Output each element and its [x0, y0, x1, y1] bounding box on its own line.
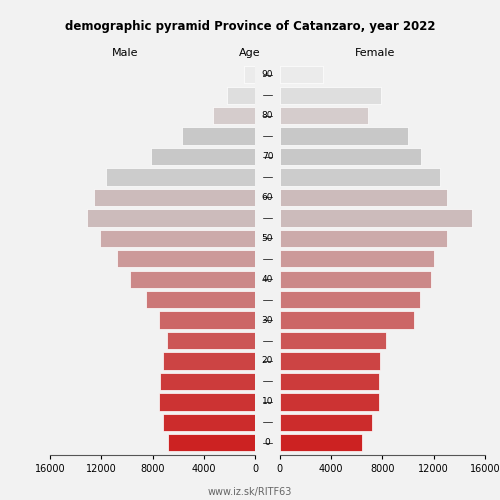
Bar	[280, 148, 421, 165]
Bar	[280, 66, 324, 84]
Bar	[280, 414, 372, 431]
Bar	[182, 128, 255, 145]
Text: 20: 20	[262, 356, 273, 366]
Bar	[280, 332, 386, 349]
Text: 30: 30	[262, 316, 273, 324]
Text: Age: Age	[239, 48, 261, 58]
Text: 0: 0	[264, 438, 270, 447]
Bar	[280, 291, 419, 308]
Bar	[280, 434, 362, 452]
Bar	[280, 168, 440, 186]
Bar	[280, 86, 381, 104]
Bar	[280, 352, 380, 370]
Bar	[280, 188, 446, 206]
Text: 90: 90	[262, 70, 273, 80]
Text: 50: 50	[262, 234, 273, 243]
Bar	[166, 332, 255, 349]
Bar	[213, 107, 255, 124]
Bar	[280, 230, 446, 247]
Bar	[100, 230, 255, 247]
Bar	[244, 66, 255, 84]
Bar	[87, 209, 255, 226]
Bar	[280, 209, 472, 226]
Bar	[280, 312, 414, 329]
Bar	[163, 352, 255, 370]
Bar	[160, 372, 255, 390]
Text: demographic pyramid Province of Catanzaro, year 2022: demographic pyramid Province of Catanzar…	[65, 20, 435, 33]
Bar	[168, 434, 255, 452]
Bar	[227, 86, 255, 104]
Bar	[130, 270, 255, 288]
Bar	[94, 188, 255, 206]
Bar	[146, 291, 255, 308]
Text: Male: Male	[112, 48, 138, 58]
Bar	[280, 372, 378, 390]
Bar	[159, 312, 255, 329]
Text: 10: 10	[262, 398, 273, 406]
Text: 80: 80	[262, 111, 273, 120]
Bar	[280, 128, 408, 145]
Text: Female: Female	[355, 48, 395, 58]
Bar	[280, 393, 378, 410]
Bar	[280, 270, 431, 288]
Bar	[106, 168, 255, 186]
Text: 70: 70	[262, 152, 273, 161]
Bar	[159, 393, 255, 410]
Bar	[163, 414, 255, 431]
Bar	[152, 148, 255, 165]
Bar	[280, 250, 434, 268]
Text: www.iz.sk/RITF63: www.iz.sk/RITF63	[208, 488, 292, 498]
Text: 40: 40	[262, 274, 273, 283]
Text: 60: 60	[262, 193, 273, 202]
Bar	[280, 107, 368, 124]
Bar	[116, 250, 255, 268]
